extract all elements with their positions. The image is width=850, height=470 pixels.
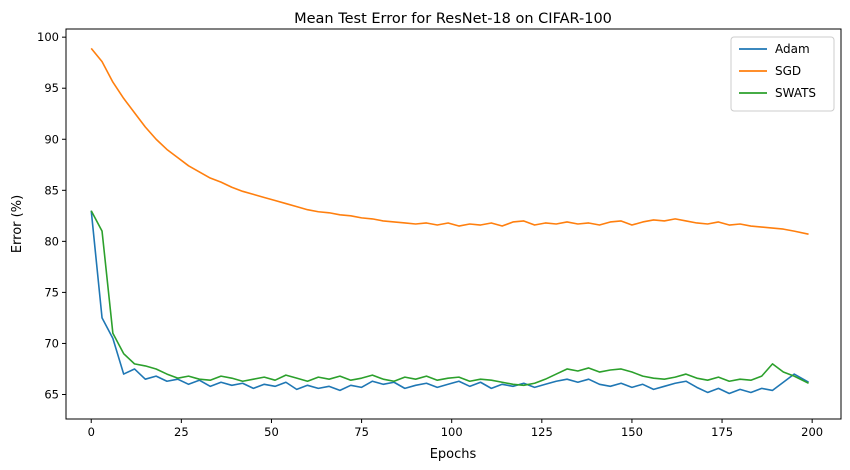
y-tick-label: 100 bbox=[37, 30, 59, 44]
series-line-swats bbox=[90, 210, 809, 387]
x-tick-label: 125 bbox=[531, 425, 553, 439]
x-axis: 0 25 50 75 100 125 150 175 200 bbox=[88, 419, 823, 439]
x-tick-label: 0 bbox=[88, 425, 95, 439]
y-tick-label: 90 bbox=[44, 132, 59, 146]
y-tick-label: 85 bbox=[44, 183, 59, 197]
y-tick-label: 75 bbox=[44, 285, 59, 299]
y-tick-label: 95 bbox=[44, 81, 59, 95]
y-tick-label: 70 bbox=[44, 336, 59, 350]
plot-area bbox=[65, 28, 842, 420]
x-tick-label: 200 bbox=[801, 425, 823, 439]
y-tick-label: 65 bbox=[44, 387, 59, 401]
series-layer bbox=[90, 47, 809, 395]
x-tick-label: 175 bbox=[711, 425, 733, 439]
chart-title: Mean Test Error for ResNet-18 on CIFAR-1… bbox=[294, 11, 612, 27]
series-line-sgd bbox=[90, 47, 809, 235]
y-tick-label: 80 bbox=[44, 234, 59, 248]
x-tick-label: 25 bbox=[174, 425, 189, 439]
plot-frame bbox=[65, 28, 842, 420]
y-axis-label: Error (%) bbox=[10, 195, 25, 253]
series-line-adam bbox=[90, 210, 809, 395]
x-tick-label: 100 bbox=[441, 425, 463, 439]
legend: Adam SGD SWATS bbox=[730, 36, 835, 112]
legend-label-adam: Adam bbox=[775, 42, 810, 56]
x-tick-label: 50 bbox=[264, 425, 279, 439]
x-tick-label: 150 bbox=[621, 425, 643, 439]
x-tick-label: 75 bbox=[354, 425, 369, 439]
y-axis: 65 70 75 80 85 90 95 100 bbox=[37, 30, 66, 401]
x-axis-label: Epochs bbox=[430, 447, 477, 462]
legend-label-swats: SWATS bbox=[775, 86, 816, 100]
legend-label-sgd: SGD bbox=[775, 64, 801, 78]
